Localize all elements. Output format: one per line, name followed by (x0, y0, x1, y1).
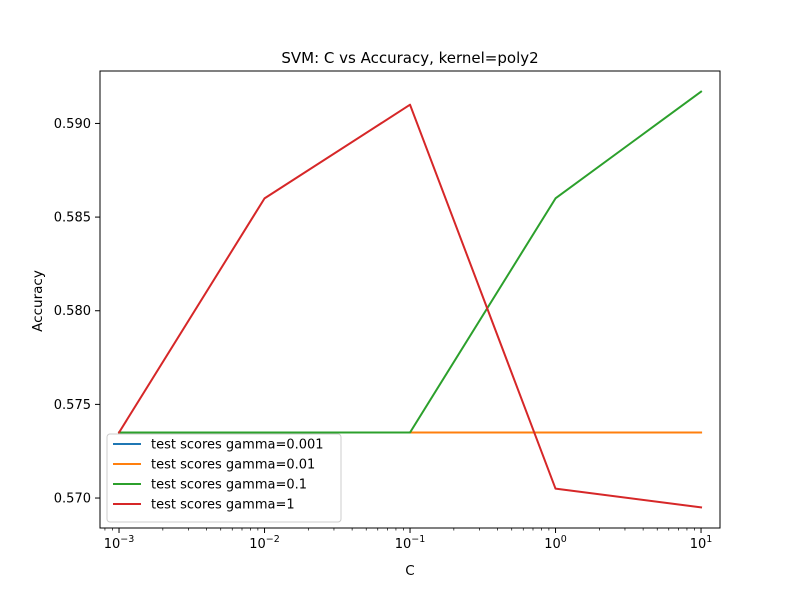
y-tick-label-2: 0.580 (54, 304, 91, 319)
y-tick-label-3: 0.585 (54, 211, 91, 226)
x-axis-title: C (405, 563, 414, 579)
x-tick-label-1: 10−2 (249, 534, 280, 552)
legend-label-0: test scores gamma=0.001 (151, 438, 324, 453)
legend-label-1: test scores gamma=0.01 (151, 458, 315, 473)
chart-title: SVM: C vs Accuracy, kernel=poly2 (281, 49, 538, 67)
legend-label-2: test scores gamma=0.1 (151, 478, 307, 493)
legend-label-3: test scores gamma=1 (151, 498, 295, 513)
y-axis-title: Accuracy (30, 270, 46, 332)
axes: 10−3 10−2 10−1 100 101 0.570 0.575 0.580 0.585 0.… (54, 70, 721, 552)
x-tick-label-0: 10−3 (104, 534, 135, 552)
legend: test scores gamma=0.001 test scores gamma… (106, 433, 342, 523)
series-line-3 (117, 103, 703, 509)
x-tick-label-4: 101 (690, 534, 713, 552)
y-tick-label-0: 0.570 (54, 492, 91, 507)
legend-box (106, 433, 342, 523)
series-line-2 (118, 90, 703, 434)
plot-area (117, 90, 703, 509)
x-tick-label-2: 10−1 (395, 534, 426, 552)
x-tick-label-3: 100 (544, 534, 567, 552)
y-tick-label-1: 0.575 (54, 398, 91, 413)
y-tick-label-4: 0.590 (54, 117, 91, 132)
